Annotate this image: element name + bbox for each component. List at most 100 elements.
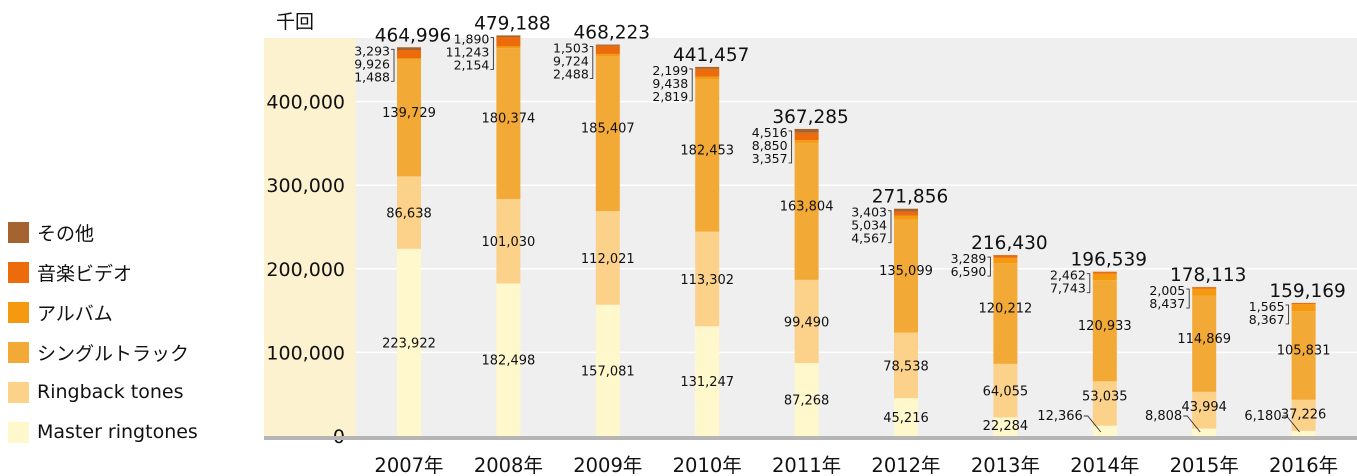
bars (397, 35, 1316, 436)
data-label: 182,498 (482, 354, 536, 369)
data-label: 8,437 (1149, 296, 1185, 311)
data-label: 163,804 (780, 199, 834, 214)
x-tick-label: 2007年 (374, 454, 443, 476)
legend-item: その他 (8, 212, 198, 252)
bar-segment (794, 142, 819, 280)
bar-segment (595, 45, 620, 54)
legend-swatch (8, 301, 29, 323)
data-labels: 223,922 86,638 139,729 182,498 101,030 180,37… (354, 13, 1346, 434)
bar-segment (993, 417, 1018, 436)
x-tick-label: 2015年 (1170, 454, 1239, 476)
legend-item: 音楽ビデオ (8, 252, 198, 292)
legend-label: アルバム (37, 302, 113, 325)
data-label: 105,831 (1277, 343, 1331, 358)
data-label: 157,081 (581, 364, 635, 379)
y-tick-label: 200,000 (266, 259, 345, 281)
legend-item: Master ringtones (8, 412, 198, 452)
data-label: 6,590 (951, 264, 987, 279)
data-label: 135,099 (879, 264, 933, 279)
data-label: 223,922 (382, 336, 436, 351)
data-label: 4,567 (851, 231, 887, 246)
data-label: 9,438 (652, 76, 688, 91)
legend-label: Master ringtones (37, 421, 198, 443)
legend: その他 音楽ビデオ アルバム シングルトラック Ringback tones Master… (8, 212, 198, 452)
legend-item: アルバム (8, 292, 198, 332)
data-label: 43,994 (1181, 400, 1227, 415)
data-label: 120,933 (1078, 319, 1132, 334)
data-label: 86,638 (386, 207, 432, 222)
data-label: 1,565 (1249, 299, 1285, 314)
bar-segment (894, 332, 918, 399)
bar-segment (595, 304, 620, 436)
bar-segment (894, 211, 918, 216)
total-label: 159,169 (1269, 281, 1346, 302)
legend-swatch (8, 221, 29, 243)
total-label: 441,457 (673, 45, 750, 66)
total-label: 464,996 (375, 25, 452, 46)
leader-line (788, 130, 793, 164)
leader-line (391, 48, 395, 82)
data-label: 3,293 (354, 43, 390, 58)
y-tick-label: 100,000 (266, 342, 345, 364)
leader-lines (391, 36, 1300, 433)
data-label: 2,819 (652, 89, 688, 104)
bar-segment (695, 68, 720, 77)
leader-line (689, 68, 693, 102)
bar-segment (1291, 311, 1316, 400)
x-tick-label: 2013年 (971, 454, 1040, 476)
bar-segment (794, 132, 819, 141)
data-label: 37,226 (1281, 408, 1327, 423)
x-tick-label: 2008年 (474, 454, 543, 476)
data-label: 1,488 (354, 69, 390, 84)
bar-segment (1092, 425, 1117, 436)
bar-segment (1192, 287, 1217, 289)
data-label: 87,268 (784, 394, 830, 409)
bar-segment (894, 398, 918, 436)
bar-segment (1092, 280, 1117, 382)
data-label: 3,357 (752, 151, 788, 166)
data-label: 4,516 (752, 125, 788, 140)
data-label: 6,180 (1244, 409, 1281, 424)
data-label: 45,216 (883, 411, 929, 426)
data-label: 3,403 (851, 205, 887, 220)
bar-segment (1192, 428, 1217, 436)
data-label: 139,729 (382, 106, 436, 121)
data-label: 114,869 (1177, 332, 1231, 347)
leader-line (1183, 415, 1201, 433)
legend-swatch (8, 261, 29, 283)
bar-segment (993, 257, 1018, 264)
total-label: 216,430 (971, 233, 1048, 254)
data-label: 8,367 (1249, 312, 1285, 327)
bar-segment (397, 58, 421, 60)
data-label: 8,808 (1145, 409, 1182, 424)
bar-segment (496, 35, 521, 37)
bar-segment (1192, 288, 1217, 296)
bar-segment (1092, 271, 1117, 274)
legend-swatch (8, 381, 29, 403)
legend-label: Ringback tones (37, 381, 184, 403)
total-label: 178,113 (1170, 265, 1247, 286)
bar-segment (595, 44, 620, 46)
bar-segment (695, 326, 720, 436)
bar-segment (397, 176, 421, 249)
leader-line (1086, 273, 1091, 294)
data-label: 64,055 (983, 385, 1029, 400)
bar-segment (496, 46, 521, 49)
bar-segment (993, 255, 1018, 258)
total-label: 479,188 (474, 13, 551, 34)
bar-segment (894, 215, 918, 220)
y-tick-label: 300,000 (266, 175, 345, 197)
data-label: 112,021 (581, 252, 635, 267)
bar-segment (1092, 273, 1117, 281)
bar-segment (496, 48, 521, 199)
leader-line (1186, 288, 1190, 309)
gridlines (356, 100, 1357, 354)
leader-line (987, 256, 991, 277)
x-tick-label: 2016年 (1269, 454, 1338, 476)
data-label: 182,453 (680, 143, 734, 158)
bar-segment (1192, 391, 1217, 429)
data-label: 2,199 (652, 63, 688, 78)
bar-segment (794, 363, 819, 436)
legend-swatch (8, 341, 29, 363)
